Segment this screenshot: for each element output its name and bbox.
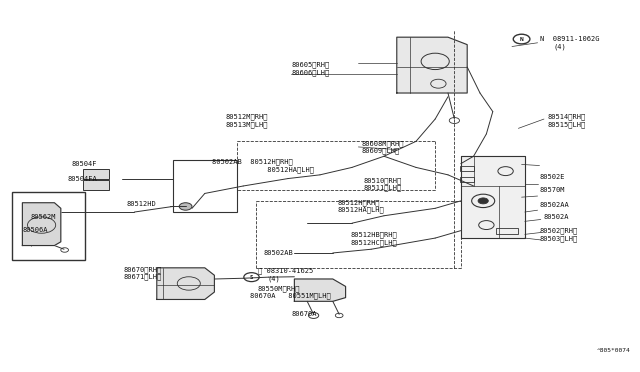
Text: 80511（LH）: 80511（LH） (364, 185, 402, 191)
Text: 80510（RH）: 80510（RH） (364, 177, 402, 184)
Text: 80502AB: 80502AB (264, 250, 293, 256)
Bar (83, 180, 109, 190)
Polygon shape (461, 156, 525, 238)
Text: ^805*0074: ^805*0074 (596, 348, 630, 353)
Text: 80503（LH）: 80503（LH） (540, 235, 578, 242)
Circle shape (513, 34, 530, 44)
Text: 80609（LH）: 80609（LH） (362, 147, 400, 154)
Text: N  08911-1062G: N 08911-1062G (540, 36, 599, 42)
Text: Ｓ 08310-41625: Ｓ 08310-41625 (258, 267, 313, 274)
Text: 80550M（RH）: 80550M（RH） (257, 285, 300, 292)
Text: 80514（RH）: 80514（RH） (547, 114, 586, 121)
Text: (4): (4) (268, 275, 280, 282)
Polygon shape (22, 203, 61, 246)
Text: 80570M: 80570M (540, 187, 565, 193)
Bar (460, 177, 474, 182)
Text: 80512H（RH）: 80512H（RH） (338, 199, 380, 206)
Text: 80502（RH）: 80502（RH） (540, 227, 578, 234)
Text: 80605（RH）: 80605（RH） (291, 62, 330, 68)
Text: 80504F: 80504F (72, 161, 97, 167)
Text: 80515（LH）: 80515（LH） (547, 121, 586, 128)
Text: 80502AB  80512H（RH）: 80502AB 80512H（RH） (212, 158, 293, 165)
Text: 80502A: 80502A (544, 214, 570, 219)
Circle shape (244, 273, 259, 282)
Text: 80512HB（RH）: 80512HB（RH） (351, 232, 397, 238)
Text: 80513M（LH）: 80513M（LH） (226, 121, 268, 128)
Text: N: N (520, 36, 524, 42)
Circle shape (179, 203, 192, 210)
Text: 80670A   80551M（LH）: 80670A 80551M（LH） (250, 292, 330, 299)
Bar (83, 169, 109, 179)
Text: 80512HA（LH）: 80512HA（LH） (212, 166, 314, 173)
Text: (4): (4) (554, 44, 566, 51)
Text: 80512M（RH）: 80512M（RH） (226, 114, 268, 121)
Text: 80512HC（LH）: 80512HC（LH） (351, 239, 397, 246)
Text: 80562M: 80562M (31, 214, 56, 219)
Text: 80504FA: 80504FA (67, 176, 97, 182)
Text: 80512HD: 80512HD (127, 201, 156, 207)
Bar (12, 192, 85, 260)
Text: 80502E: 80502E (540, 174, 565, 180)
Bar (460, 166, 474, 171)
Text: 80502AA: 80502AA (540, 202, 569, 208)
Text: 80506A: 80506A (22, 227, 48, 233)
Polygon shape (157, 268, 214, 299)
Bar (496, 228, 518, 234)
Text: 80606（LH）: 80606（LH） (291, 69, 330, 76)
Polygon shape (294, 279, 346, 301)
Polygon shape (397, 37, 467, 93)
Text: 80512HA（LH）: 80512HA（LH） (338, 207, 385, 214)
Text: 80670（RH）: 80670（RH） (124, 266, 162, 273)
Bar (173, 160, 237, 212)
Circle shape (478, 198, 488, 204)
Text: S: S (250, 275, 253, 280)
Text: 80670A: 80670A (291, 311, 317, 317)
Text: 80671（LH）: 80671（LH） (124, 274, 162, 280)
Text: 80608M（RH）: 80608M（RH） (362, 140, 404, 147)
